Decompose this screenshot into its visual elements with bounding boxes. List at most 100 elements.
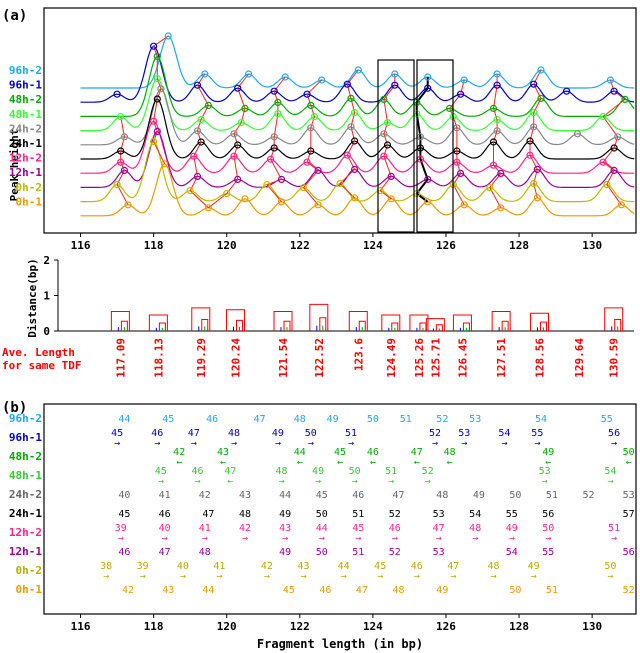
peak-link [197, 84, 209, 106]
peak-marker-96h-1 [457, 90, 465, 98]
cell-48h-1-49: 49 [312, 466, 324, 477]
peak-marker-12h-1 [387, 172, 395, 180]
legend-12h-1: 12h-1 [9, 166, 42, 179]
cell-96h-2-55: 55 [601, 414, 613, 425]
peak-link [383, 133, 388, 146]
peak-marker-24h-2 [493, 127, 501, 135]
cell-24h-2-41: 41 [159, 490, 171, 501]
cell-arrow-12h-2-40: → [162, 533, 168, 544]
peak-marker-96h-2 [201, 70, 209, 78]
cluster-inner-123.6 [358, 320, 366, 331]
cell-0h-2-39: 39 [137, 561, 149, 572]
peak-marker-12h-2 [150, 117, 158, 125]
peak-marker-0h-2 [223, 190, 231, 198]
cell-0h-2-41: 41 [213, 561, 225, 572]
peak-marker-24h-1 [153, 95, 161, 103]
peak-marker-96h-1 [610, 87, 618, 95]
peak-link [613, 90, 626, 100]
cell-24h-2-49: 49 [473, 490, 485, 501]
peak-link [602, 116, 619, 138]
cluster-inner-119.29 [201, 318, 209, 331]
cell-96h-1-56: 56 [608, 428, 620, 439]
peak-marker-24h-2 [120, 133, 129, 141]
legend-12h-2: 12h-2 [9, 152, 42, 165]
peak-link [156, 78, 162, 89]
legend-0h-1: 0h-1 [16, 195, 43, 208]
cluster-outer-122.52 [309, 303, 329, 331]
cell-24h-2-47: 47 [392, 490, 404, 501]
cell-arrow-48h-2-44: ← [297, 457, 303, 468]
peak-traces-x-tick-label-128: 128 [509, 239, 529, 252]
cell-24h-2-50: 50 [509, 490, 521, 501]
peak-link [493, 130, 498, 143]
peak-link [303, 187, 319, 206]
cell-arrow-48h-2-46: ← [370, 457, 376, 468]
distance-axis-label: Distance(bp) [26, 258, 39, 337]
cell-96h-1-49: 49 [272, 428, 284, 439]
peak-marker-0h-2 [486, 184, 494, 192]
average-length-129.64: 129.64 [573, 338, 586, 378]
trace-0h-2 [80, 140, 635, 203]
cell-12h-1-51: 51 [352, 547, 364, 558]
peak-link [116, 184, 129, 206]
peak-marker-48h-1 [383, 118, 392, 127]
cell-24h-2-46: 46 [352, 490, 364, 501]
cell-12h-1-50: 50 [316, 547, 328, 558]
cluster-inner-130.59 [614, 318, 622, 331]
cell-96h-2-45: 45 [162, 414, 174, 425]
peak-marker-24h-2 [380, 130, 388, 138]
cell-arrow-12h-2-44: → [319, 533, 325, 544]
cell-96h-1-54: 54 [498, 428, 510, 439]
peak-marker-0h-2 [603, 181, 611, 189]
peak-marker-96h-2 [537, 66, 545, 74]
legend-24h-1: 24h-1 [9, 507, 42, 520]
peak-marker-0h-2 [530, 180, 538, 188]
cell-arrow-12h-2-41: → [202, 533, 208, 544]
peak-link [273, 91, 279, 103]
peak-link [416, 192, 429, 203]
cell-12h-2-46: 46 [389, 523, 401, 534]
average-length-123.6: 123.6 [352, 338, 365, 371]
cell-arrow-96h-1-50: → [308, 438, 314, 449]
cell-arrow-12h-2-47: → [436, 533, 442, 544]
cell-0h-1-42: 42 [122, 585, 134, 596]
distance-dendrogram-chart: Distance(bp) 0 1 2 117.09 118.13 119.29 120.2… [2, 254, 634, 378]
peak-marker-96h-1 [391, 81, 399, 89]
peak-link [310, 105, 315, 117]
peak-marker-24h-1 [526, 137, 534, 145]
cell-0h-1-45: 45 [283, 585, 295, 596]
legend-0h-2: 0h-2 [16, 564, 43, 577]
cell-12h-2-40: 40 [159, 523, 171, 534]
cell-48h-2-50: 50 [623, 447, 635, 458]
cell-0h-2-40: 40 [177, 561, 189, 572]
peak-link [452, 116, 458, 128]
cell-arrow-0h-2-46: → [414, 571, 420, 582]
peak-marker-0h-2 [263, 181, 271, 189]
peak-marker-24h-2 [307, 124, 315, 132]
cell-arrow-0h-2-44: → [341, 571, 347, 582]
cluster-inner-124.49 [391, 322, 399, 331]
trace-48h-2 [80, 55, 635, 118]
cluster-outer-120.24 [225, 309, 245, 331]
cell-arrow-12h-2-42: → [242, 533, 248, 544]
peak-link [303, 170, 319, 188]
peak-marker-0h-1 [424, 198, 432, 206]
peak-link [197, 130, 202, 143]
peak-height-axis-label: Peak height [8, 129, 21, 202]
peak-traces-x-tick-label-120: 120 [217, 239, 237, 252]
cell-arrow-96h-1-51: → [348, 438, 354, 449]
peak-link [189, 190, 209, 209]
cell-arrow-0h-2-43: → [300, 571, 306, 582]
panel-label-b: (b) [2, 400, 27, 416]
peak-marker-0h-2 [336, 180, 344, 188]
legend-48h-2: 48h-2 [9, 93, 42, 106]
peak-marker-24h-1 [270, 144, 278, 152]
cell-arrow-0h-2-47: → [450, 571, 456, 582]
cell-12h-1-54: 54 [506, 547, 518, 558]
peak-marker-96h-2 [606, 76, 615, 84]
cell-arrow-48h-1-48: → [279, 476, 285, 487]
peak-marker-48h-2 [241, 104, 249, 113]
cluster-inner-128.56 [540, 321, 548, 331]
peak-marker-96h-1 [530, 80, 538, 88]
